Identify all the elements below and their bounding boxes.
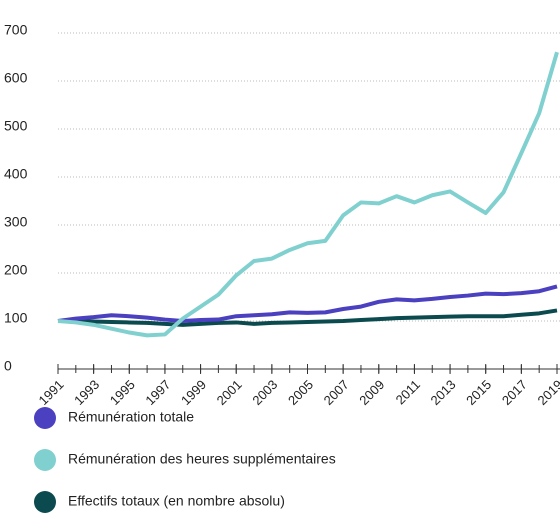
legend-swatch: [34, 449, 56, 471]
series-line: [57, 284, 558, 323]
legend-swatch: [34, 407, 56, 429]
x-tick-label: 1997: [142, 377, 173, 408]
x-tick-label: 2007: [321, 377, 352, 408]
series-line: [58, 308, 558, 327]
y-tick-label: 0: [4, 358, 12, 374]
legend-swatch: [34, 491, 56, 513]
x-tick-label: 1995: [107, 377, 138, 408]
x-tick-label: 2015: [463, 377, 494, 408]
series-line: [57, 51, 559, 338]
y-tick-label: 700: [4, 22, 28, 38]
x-tick-label: 2005: [285, 377, 316, 408]
legend-label: Rémunération totale: [68, 409, 194, 425]
y-tick-label: 400: [4, 166, 28, 182]
legend-label: Effectifs totaux (en nombre absolu): [68, 493, 285, 509]
y-tick-label: 300: [4, 214, 28, 230]
x-tick-label: 2009: [356, 377, 387, 408]
y-tick-label: 500: [4, 118, 28, 134]
x-tick-label: 2019: [534, 377, 560, 408]
x-tick-label: 1999: [178, 377, 209, 408]
legend-label: Rémunération des heures supplémentaires: [68, 451, 336, 467]
x-tick-label: 2001: [214, 377, 245, 408]
x-tick-label: 2017: [499, 377, 530, 408]
x-tick-label: 2013: [428, 377, 459, 408]
x-tick-label: 1991: [35, 377, 66, 408]
y-tick-label: 600: [4, 70, 28, 86]
y-tick-label: 200: [4, 262, 28, 278]
x-tick-label: 1993: [71, 377, 102, 408]
x-tick-label: 2003: [249, 377, 280, 408]
y-tick-label: 100: [4, 310, 28, 326]
x-tick-label: 2011: [393, 377, 423, 407]
